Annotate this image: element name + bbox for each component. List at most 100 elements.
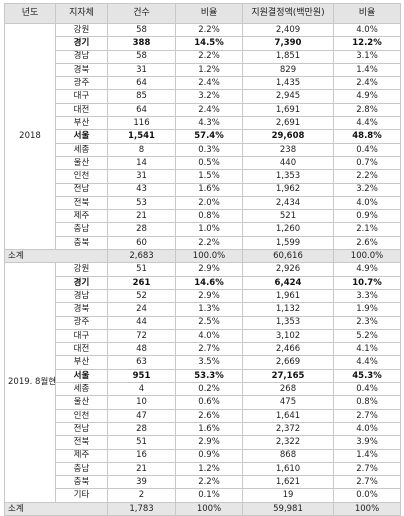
- amount-ratio-cell: 4.0%: [333, 22, 401, 38]
- header-row: 년도 지자체 건수 비율 지원결정액(백만원) 비율: [4, 3, 401, 24]
- region-cell: 충남: [55, 461, 108, 477]
- amount-ratio-cell: 1.9%: [333, 302, 401, 317]
- region-cell: 기타: [55, 488, 108, 503]
- region-cell: 충북: [55, 235, 108, 251]
- region-cell: 경남: [55, 288, 108, 304]
- amount-ratio-cell: 2.3%: [333, 315, 401, 330]
- region-cell: 대전: [55, 102, 108, 118]
- table-row: 전북 51 2.9% 2,322 3.9%: [5, 435, 401, 450]
- table-row: 인천 47 2.6% 1,641 2.7%: [5, 408, 401, 423]
- count-ratio-cell: 1.2%: [175, 62, 243, 78]
- count-ratio-cell: 0.8%: [175, 209, 243, 224]
- amount-ratio-cell: 0.4%: [333, 382, 401, 397]
- subtotal-count-ratio: 100%: [175, 501, 243, 516]
- amount-cell: 1,132: [242, 302, 334, 317]
- amount-cell: 1,599: [242, 235, 334, 251]
- subtotal-count-ratio: 100.0%: [175, 249, 243, 264]
- region-cell: 충북: [55, 475, 108, 490]
- amount-cell: 19: [242, 488, 334, 503]
- region-cell: 제주: [55, 209, 108, 224]
- count-ratio-cell: 2.9%: [175, 435, 243, 450]
- table-row: 제주 16 0.9% 868 1.4%: [5, 448, 401, 463]
- count-cell: 44: [107, 315, 176, 330]
- count-ratio-cell: 1.3%: [175, 302, 243, 317]
- region-cell: 제주: [55, 448, 108, 463]
- amount-ratio-cell: 0.7%: [333, 155, 401, 171]
- region-cell: 광주: [55, 76, 108, 91]
- table-row: 대전 64 2.4% 1,691 2.8%: [5, 102, 401, 118]
- table-row: 서울 951 53.3% 27,165 45.3%: [5, 368, 401, 384]
- header-year: 년도: [4, 3, 56, 24]
- amount-ratio-cell: 2.8%: [333, 102, 401, 118]
- subtotal-label: 소계: [4, 249, 108, 264]
- count-ratio-cell: 1.2%: [175, 461, 243, 477]
- amount-ratio-cell: 2.6%: [333, 235, 401, 251]
- count-cell: 24: [107, 302, 176, 317]
- count-ratio-cell: 0.9%: [175, 448, 243, 463]
- table-row: 전남 28 1.6% 2,372 4.0%: [5, 421, 401, 437]
- count-ratio-cell: 2.0%: [175, 195, 243, 211]
- amount-ratio-cell: 45.3%: [333, 368, 401, 384]
- year-cell: 2019. 8월현재: [4, 262, 56, 503]
- count-cell: 47: [107, 408, 176, 423]
- amount-cell: 1,610: [242, 461, 334, 477]
- count-ratio-cell: 2.2%: [175, 235, 243, 251]
- count-ratio-cell: 14.5%: [175, 36, 243, 51]
- amount-cell: 6,424: [242, 275, 334, 290]
- count-cell: 21: [107, 461, 176, 477]
- region-cell: 강원: [55, 262, 108, 277]
- table-row: 인천 31 1.5% 1,353 2.2%: [5, 169, 401, 184]
- amount-cell: 1,353: [242, 315, 334, 330]
- table-row: 경기 388 14.5% 7,390 12.2%: [5, 36, 401, 51]
- amount-ratio-cell: 0.8%: [333, 395, 401, 410]
- count-ratio-cell: 4.0%: [175, 328, 243, 344]
- region-cell: 세종: [55, 142, 108, 157]
- table-row: 부산 63 3.5% 2,669 4.4%: [5, 355, 401, 370]
- count-ratio-cell: 2.2%: [175, 475, 243, 490]
- count-cell: 43: [107, 182, 176, 197]
- amount-cell: 1,961: [242, 288, 334, 304]
- region-cell: 충남: [55, 222, 108, 237]
- amount-ratio-cell: 2.7%: [333, 461, 401, 477]
- amount-ratio-cell: 4.9%: [333, 89, 401, 104]
- count-ratio-cell: 2.9%: [175, 288, 243, 304]
- table-row: 충남 21 1.2% 1,610 2.7%: [5, 461, 401, 477]
- count-ratio-cell: 2.2%: [175, 49, 243, 64]
- count-ratio-cell: 0.3%: [175, 142, 243, 157]
- amount-ratio-cell: 2.7%: [333, 408, 401, 423]
- count-ratio-cell: 2.4%: [175, 76, 243, 91]
- amount-ratio-cell: 10.7%: [333, 275, 401, 290]
- table-row: 경기 261 14.6% 6,424 10.7%: [5, 275, 401, 290]
- amount-ratio-cell: 3.1%: [333, 49, 401, 64]
- count-ratio-cell: 1.0%: [175, 222, 243, 237]
- region-cell: 인천: [55, 408, 108, 423]
- count-ratio-cell: 0.1%: [175, 488, 243, 503]
- region-cell: 경남: [55, 49, 108, 64]
- region-cell: 경기: [55, 275, 108, 290]
- amount-ratio-cell: 1.4%: [333, 62, 401, 78]
- amount-ratio-cell: 2.4%: [333, 76, 401, 91]
- table-row: 기타 2 0.1% 19 0.0%: [5, 488, 401, 503]
- amount-cell: 2,926: [242, 262, 334, 277]
- table-row: 2018 강원 58 2.2% 2,409 4.0%: [4, 22, 401, 251]
- amount-cell: 829: [242, 62, 334, 78]
- count-cell: 8: [107, 142, 176, 157]
- count-cell: 51: [107, 262, 176, 277]
- table-row: 서울 1,541 57.4% 29,608 48.8%: [5, 129, 401, 144]
- count-cell: 60: [107, 235, 176, 251]
- amount-cell: 2,691: [242, 116, 334, 131]
- amount-cell: 27,165: [242, 368, 334, 384]
- amount-ratio-cell: 3.9%: [333, 435, 401, 450]
- amount-ratio-cell: 12.2%: [333, 36, 401, 51]
- count-cell: 39: [107, 475, 176, 490]
- table-row: 대구 72 4.0% 3,102 5.2%: [5, 328, 401, 344]
- amount-cell: 238: [242, 142, 334, 157]
- table-row: 전남 43 1.6% 1,962 3.2%: [5, 182, 401, 197]
- count-cell: 64: [107, 102, 176, 118]
- subtotal-amount-ratio: 100.0%: [333, 249, 401, 264]
- amount-cell: 1,435: [242, 76, 334, 91]
- count-cell: 28: [107, 421, 176, 437]
- region-cell: 부산: [55, 355, 108, 370]
- count-cell: 51: [107, 435, 176, 450]
